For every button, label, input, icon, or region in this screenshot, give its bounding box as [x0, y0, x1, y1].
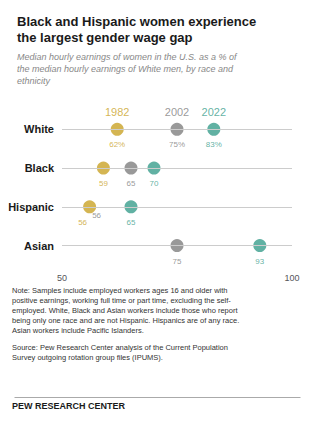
svg-text:75%: 75%: [169, 140, 185, 149]
svg-text:93: 93: [255, 257, 264, 266]
svg-text:56: 56: [92, 211, 101, 220]
svg-text:being only one race and are no: being only one race and are not Hispanic…: [12, 316, 239, 325]
svg-text:70: 70: [150, 179, 159, 188]
svg-text:the median hourly earnings of: the median hourly earnings of White men,…: [17, 64, 234, 74]
svg-text:Median hourly earnings of wome: Median hourly earnings of women in the U…: [17, 52, 238, 62]
svg-text:Black and Hispanic women exper: Black and Hispanic women experience: [17, 14, 256, 29]
svg-text:75: 75: [173, 257, 182, 266]
svg-text:59: 59: [99, 179, 108, 188]
svg-text:1982: 1982: [105, 106, 129, 118]
svg-text:positive earnings, working ful: positive earnings, working full time or …: [12, 296, 231, 305]
svg-text:83%: 83%: [206, 140, 222, 149]
svg-text:Note: Samples include employed: Note: Samples include employed workers a…: [12, 286, 228, 295]
svg-text:65: 65: [127, 179, 136, 188]
svg-text:65: 65: [127, 218, 136, 227]
svg-text:Black: Black: [25, 162, 55, 174]
svg-text:ethnicity: ethnicity: [17, 76, 51, 86]
svg-text:Asian: Asian: [24, 240, 54, 252]
svg-text:Source: Pew Research Center an: Source: Pew Research Center analysis of …: [12, 343, 228, 352]
svg-text:2002: 2002: [165, 106, 189, 118]
svg-text:PEW RESEARCH CENTER: PEW RESEARCH CENTER: [12, 401, 126, 411]
svg-text:Survey outgoing rotation group: Survey outgoing rotation group files (IP…: [12, 353, 163, 362]
svg-text:50: 50: [57, 273, 67, 283]
svg-text:the largest gender wage gap: the largest gender wage gap: [17, 30, 193, 45]
svg-text:62%: 62%: [109, 140, 125, 149]
svg-text:Asian workers include Pacific: Asian workers include Pacific Islanders.: [12, 326, 144, 335]
svg-text:2022: 2022: [202, 106, 226, 118]
svg-text:56: 56: [78, 218, 87, 227]
svg-text:100: 100: [284, 273, 299, 283]
svg-text:White: White: [24, 123, 54, 135]
svg-text:employed. White, Black and Asi: employed. White, Black and Asian workers…: [12, 306, 238, 315]
svg-text:Hispanic: Hispanic: [8, 201, 54, 213]
